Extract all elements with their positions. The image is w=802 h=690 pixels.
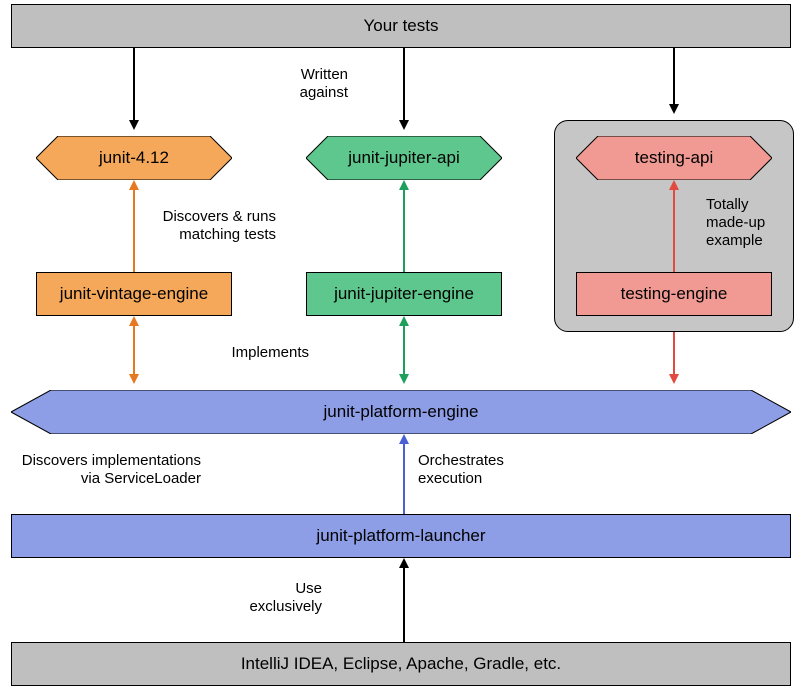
testing-api-label: testing-api — [635, 148, 713, 168]
vintage-engine-label: junit-vintage-engine — [60, 284, 208, 304]
platform-engine-hex: junit-platform-engine — [11, 390, 791, 434]
your-tests-box: Your tests — [11, 4, 791, 48]
jupiter-api-hex: junit-jupiter-api — [306, 136, 502, 180]
junit-412-hex: junit-4.12 — [36, 136, 232, 180]
testing-engine-box: testing-engine — [576, 272, 772, 316]
jupiter-api-label: junit-jupiter-api — [348, 148, 460, 168]
your-tests-label: Your tests — [364, 16, 439, 36]
platform-launcher-label: junit-platform-launcher — [316, 526, 485, 546]
ide-tools-box: IntelliJ IDEA, Eclipse, Apache, Gradle, … — [11, 642, 791, 686]
made-up-example-annotation: Totally made-up example — [706, 196, 765, 250]
ide-tools-label: IntelliJ IDEA, Eclipse, Apache, Gradle, … — [241, 654, 561, 674]
vintage-engine-box: junit-vintage-engine — [36, 272, 232, 316]
junit-412-label: junit-4.12 — [99, 148, 169, 168]
orchestrates-annotation: Orchestrates execution — [418, 452, 504, 488]
use-exclusively-annotation: Use exclusively — [249, 580, 322, 616]
written-against-annotation: Written against — [300, 66, 348, 102]
discovers-runs-annotation: Discovers & runs matching tests — [163, 208, 276, 244]
testing-api-hex: testing-api — [576, 136, 772, 180]
junit-architecture-diagram: Your tests junit-vintage-engine junit-ju… — [0, 0, 802, 690]
platform-engine-label: junit-platform-engine — [324, 402, 479, 422]
platform-launcher-box: junit-platform-launcher — [11, 514, 791, 558]
implements-annotation: Implements — [231, 344, 309, 362]
arrow-layer — [0, 0, 802, 690]
discovers-serviceloader-annotation: Discovers implementations via ServiceLoa… — [22, 452, 201, 488]
jupiter-engine-label: junit-jupiter-engine — [334, 284, 474, 304]
testing-engine-label: testing-engine — [621, 284, 728, 304]
jupiter-engine-box: junit-jupiter-engine — [306, 272, 502, 316]
